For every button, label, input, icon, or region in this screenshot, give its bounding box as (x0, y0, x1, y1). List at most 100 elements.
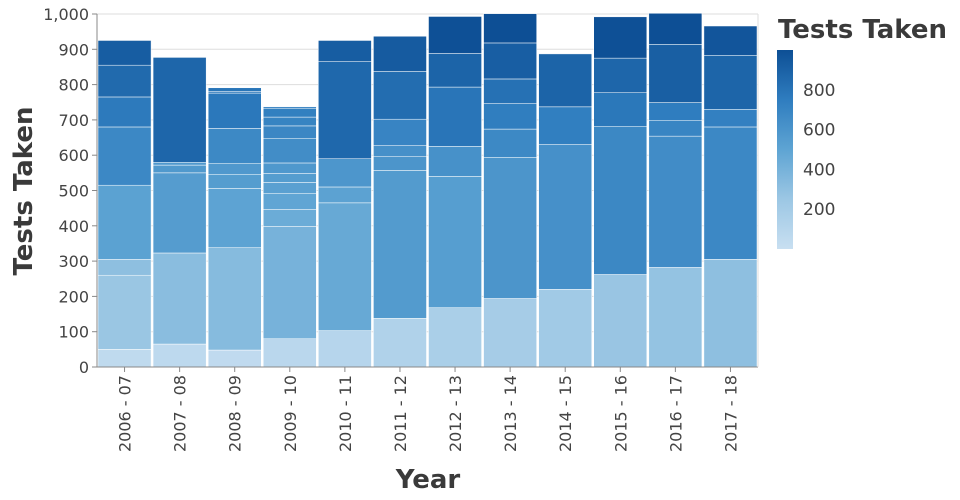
bar-segment[interactable] (97, 184, 152, 260)
bar-segment[interactable] (703, 259, 758, 368)
bar-segment[interactable] (373, 71, 427, 120)
legend-gradient-bar (777, 50, 793, 249)
bar-segment[interactable] (152, 252, 207, 345)
bar-segment[interactable] (152, 57, 207, 163)
bar-segment[interactable] (593, 16, 648, 59)
bar-segment[interactable] (263, 193, 317, 210)
bar-segment[interactable] (207, 128, 262, 164)
bar-segment[interactable] (648, 267, 703, 368)
bar-segment[interactable] (263, 173, 317, 183)
bar-segment[interactable] (263, 138, 317, 164)
x-tick-label: 2012 - 13 (446, 375, 465, 452)
bar-segment[interactable] (483, 42, 537, 80)
bar-segment[interactable] (373, 35, 427, 72)
bar-segment[interactable] (207, 87, 262, 92)
x-tick-label: 2006 - 07 (116, 375, 135, 452)
bar-segment[interactable] (97, 126, 152, 186)
bar-segment[interactable] (703, 109, 758, 128)
bar-segment[interactable] (97, 259, 152, 276)
y-tick-label: 700 (58, 111, 89, 130)
bar-segment[interactable] (263, 338, 317, 368)
bar-segment[interactable] (263, 125, 317, 139)
bar-segment[interactable] (152, 164, 207, 174)
bar-segment[interactable] (593, 92, 648, 127)
bar-segment[interactable] (207, 349, 262, 368)
bar-segment[interactable] (97, 349, 152, 368)
bar-segment[interactable] (263, 209, 317, 227)
y-tick-labels: 0 100 200 300 400 500 600 700 800 900 1,000 (43, 5, 89, 377)
bar-segment[interactable] (428, 86, 482, 147)
bar-segment[interactable] (152, 343, 207, 368)
y-tick-label: 400 (58, 217, 89, 236)
bar-segment[interactable] (263, 182, 317, 194)
bar-segment[interactable] (648, 120, 703, 137)
bar-segment[interactable] (318, 330, 372, 368)
bar-segment[interactable] (318, 40, 372, 62)
bar-segment[interactable] (428, 146, 482, 177)
bar-segment[interactable] (483, 13, 537, 44)
legend-tick-label: 200 (803, 200, 835, 220)
bar-segment[interactable] (152, 172, 207, 254)
y-tick-label: 900 (58, 40, 89, 59)
bar-segment[interactable] (152, 162, 207, 166)
bar-segment[interactable] (483, 128, 537, 158)
bar-segment[interactable] (593, 274, 648, 368)
bar-segment[interactable] (483, 103, 537, 130)
bar-segment[interactable] (648, 44, 703, 103)
bar-segment[interactable] (97, 40, 152, 66)
bar-segment[interactable] (703, 126, 758, 260)
y-tick-label: 1,000 (43, 5, 89, 24)
bar-segment[interactable] (97, 64, 152, 98)
bar-segment[interactable] (703, 25, 758, 56)
bar-segment[interactable] (428, 307, 482, 368)
bar-segment[interactable] (97, 96, 152, 128)
bar-segment[interactable] (538, 144, 593, 290)
bar-segment[interactable] (648, 102, 703, 121)
bar-segment[interactable] (538, 289, 593, 368)
bar-segment[interactable] (318, 186, 372, 204)
bar-segment[interactable] (373, 156, 427, 171)
bar-segment[interactable] (318, 158, 372, 188)
bar-segment[interactable] (263, 116, 317, 127)
bar-segment[interactable] (428, 53, 482, 88)
bar-segment[interactable] (538, 53, 593, 108)
bar-segment[interactable] (538, 106, 593, 145)
y-tick-label: 500 (58, 182, 89, 201)
x-tick-label: 2007 - 08 (171, 375, 190, 452)
bar-segment[interactable] (207, 163, 262, 175)
bar-segment[interactable] (207, 188, 262, 248)
bar-segment[interactable] (648, 13, 703, 45)
bars (97, 13, 758, 368)
bar-segment[interactable] (593, 57, 648, 93)
bar-segment[interactable] (207, 92, 262, 129)
bar-segment[interactable] (263, 108, 317, 118)
bar-segment[interactable] (373, 318, 427, 368)
gridlines (92, 13, 758, 368)
legend-tick-label: 400 (803, 160, 835, 180)
bar-segment[interactable] (428, 16, 482, 54)
x-tick-label: 2009 - 10 (281, 375, 300, 452)
y-axis-title: Tests Taken (9, 106, 39, 275)
bar-segment[interactable] (263, 162, 317, 174)
bar-segment[interactable] (483, 298, 537, 368)
bar-segment[interactable] (483, 157, 537, 299)
x-tick-label: 2014 - 15 (556, 375, 575, 452)
bar-segment[interactable] (207, 174, 262, 189)
bar-segment[interactable] (263, 106, 317, 109)
bar-segment[interactable] (703, 55, 758, 110)
legend-tick-label: 800 (803, 81, 835, 101)
bar-segment[interactable] (318, 61, 372, 159)
bar-segment[interactable] (648, 135, 703, 268)
bar-segment[interactable] (373, 145, 427, 157)
bar-segment[interactable] (97, 274, 152, 350)
bar-segment[interactable] (593, 126, 648, 275)
bar-segment[interactable] (428, 176, 482, 308)
bar-segment[interactable] (207, 91, 262, 94)
bar-segment[interactable] (318, 202, 372, 331)
bar-segment[interactable] (207, 247, 262, 351)
bar-segment[interactable] (373, 118, 427, 146)
bar-segment[interactable] (483, 78, 537, 104)
bar-segment[interactable] (373, 170, 427, 319)
bar-segment[interactable] (263, 226, 317, 340)
x-tick-label: 2008 - 09 (226, 375, 245, 452)
